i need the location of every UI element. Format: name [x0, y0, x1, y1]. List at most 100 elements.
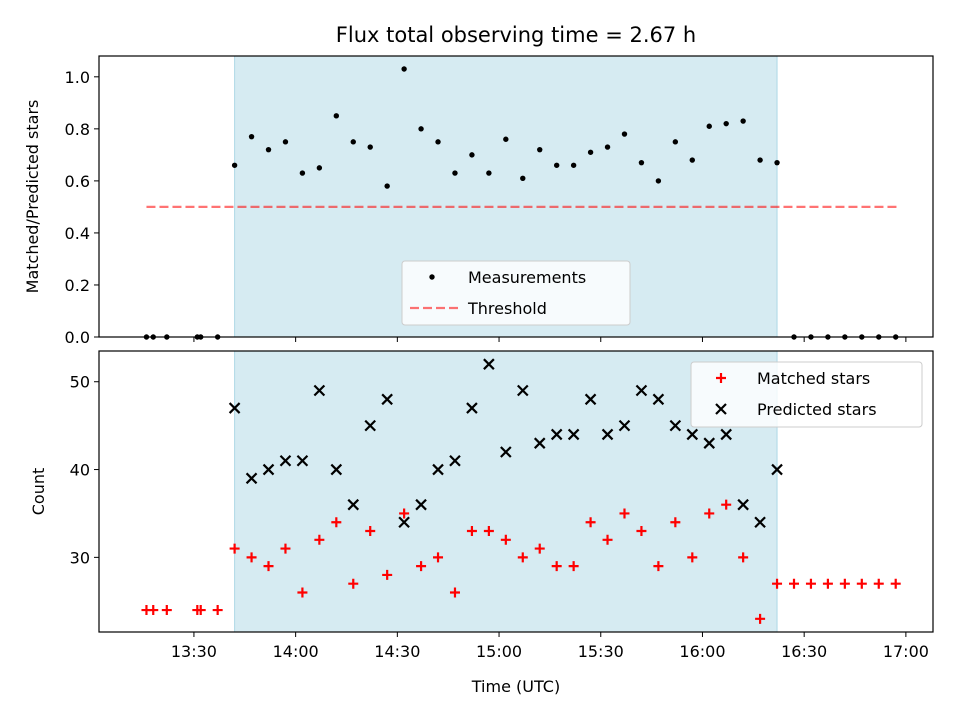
matched-point: [687, 552, 698, 563]
top-panel: 0.0 0.2 0.4 0.6 0.8 1.0 Matched/Predicted star…: [23, 55, 934, 347]
y-tick-label: 0.2: [65, 276, 90, 295]
matched-point: [805, 578, 816, 589]
measurement-point: [570, 162, 577, 168]
predicted-point: [754, 516, 766, 529]
legend-label: Matched stars: [757, 369, 870, 388]
matched-point: [721, 499, 732, 510]
y-tick-label: 0.4: [65, 224, 90, 243]
predicted-point: [228, 402, 241, 414]
x-tick-label: 13:30: [171, 642, 217, 661]
measurement-point: [689, 157, 695, 163]
matched-point: [704, 508, 715, 519]
matched-point: [280, 543, 291, 554]
matched-point: [568, 561, 579, 572]
measurement-point: [248, 133, 255, 140]
legend: Matched stars Predicted stars: [690, 361, 923, 428]
legend-marker: [429, 274, 435, 280]
measurement-point: [604, 144, 611, 150]
legend-label: Measurements: [468, 268, 586, 287]
predicted-point: [669, 419, 682, 432]
matched-point: [585, 517, 596, 528]
measurement-point: [638, 159, 645, 166]
matched-point: [551, 561, 562, 572]
predicted-point: [517, 384, 529, 397]
measurement-point: [553, 162, 560, 168]
matched-point: [399, 508, 410, 519]
x-tick-label: 14:30: [374, 642, 420, 661]
matched-point: [195, 605, 206, 616]
matched-point: [653, 561, 664, 572]
measurement-point: [452, 170, 458, 176]
predicted-point: [296, 454, 309, 467]
plot-frame: [98, 55, 934, 338]
legend-label: Threshold: [467, 299, 547, 318]
predicted-point: [279, 454, 292, 467]
x-axis-label: Time (UTC): [471, 677, 560, 696]
measurement-point: [384, 183, 390, 189]
y-tick-label: 0.8: [65, 120, 90, 139]
matched-point: [772, 578, 783, 589]
measurement-point: [757, 157, 763, 163]
predicted-point: [584, 393, 597, 406]
legend-label: Predicted stars: [757, 400, 877, 419]
y-tick-label: 1.0: [65, 68, 90, 87]
matched-point: [246, 552, 257, 563]
matched-point: [500, 534, 511, 545]
measurement-point: [282, 139, 289, 145]
predicted-point: [330, 463, 343, 476]
predicted-point: [245, 472, 258, 485]
predicted-point: [466, 402, 478, 414]
bottom-panel: 30 40 50 13:30 14:00 14:30 15:00 15:30 16:00 16:3…: [29, 350, 934, 696]
y-tick-label: 0.0: [65, 328, 90, 347]
predicted-point: [483, 358, 495, 370]
matched-point: [670, 517, 681, 528]
predicted-point: [703, 437, 716, 449]
measurement-point: [706, 123, 712, 129]
y-axis-label: Matched/Predicted stars: [23, 100, 42, 294]
measurement-point: [486, 170, 492, 176]
matched-point: [738, 552, 749, 563]
predicted-point: [449, 454, 461, 467]
measurement-point: [587, 149, 594, 155]
matched-point: [517, 552, 528, 563]
predicted-point: [533, 437, 546, 449]
measurement-point: [655, 178, 662, 184]
matched-point: [433, 552, 444, 563]
matched-point: [331, 517, 342, 528]
matched-point: [466, 526, 477, 537]
predicted-point: [737, 498, 749, 511]
predicted-point: [720, 428, 732, 441]
predicted-point: [364, 419, 376, 432]
matched-point: [483, 526, 494, 537]
x-tick-label: 16:00: [679, 642, 725, 661]
predicted-point: [635, 384, 648, 397]
measurement-point: [672, 139, 679, 145]
matched-point: [212, 605, 223, 616]
measurement-point: [435, 139, 441, 145]
predicted-point: [567, 428, 580, 441]
matched-point: [161, 605, 172, 616]
y-tick-label: 40: [70, 461, 90, 480]
predicted-point: [347, 498, 360, 511]
series-matched-stars: [141, 499, 901, 624]
legend-marker: [715, 403, 727, 415]
observing-span: [234, 350, 778, 633]
matched-point: [348, 578, 359, 589]
matched-point: [636, 526, 647, 537]
measurement-point: [316, 165, 323, 171]
y-tick-label: 50: [70, 373, 90, 392]
matched-point: [619, 508, 630, 519]
predicted-point: [652, 393, 665, 406]
measurement-point: [231, 162, 238, 168]
legend-box: [401, 260, 631, 326]
measurement-point: [723, 120, 729, 127]
legend-box: [690, 361, 923, 428]
x-tick-label: 16:30: [781, 642, 827, 661]
matched-point: [263, 561, 274, 572]
predicted-point: [415, 498, 427, 511]
predicted-point: [618, 419, 631, 432]
matched-point: [148, 605, 159, 616]
matched-point: [229, 543, 240, 554]
legend-marker: [716, 373, 726, 383]
matched-point: [873, 578, 884, 589]
